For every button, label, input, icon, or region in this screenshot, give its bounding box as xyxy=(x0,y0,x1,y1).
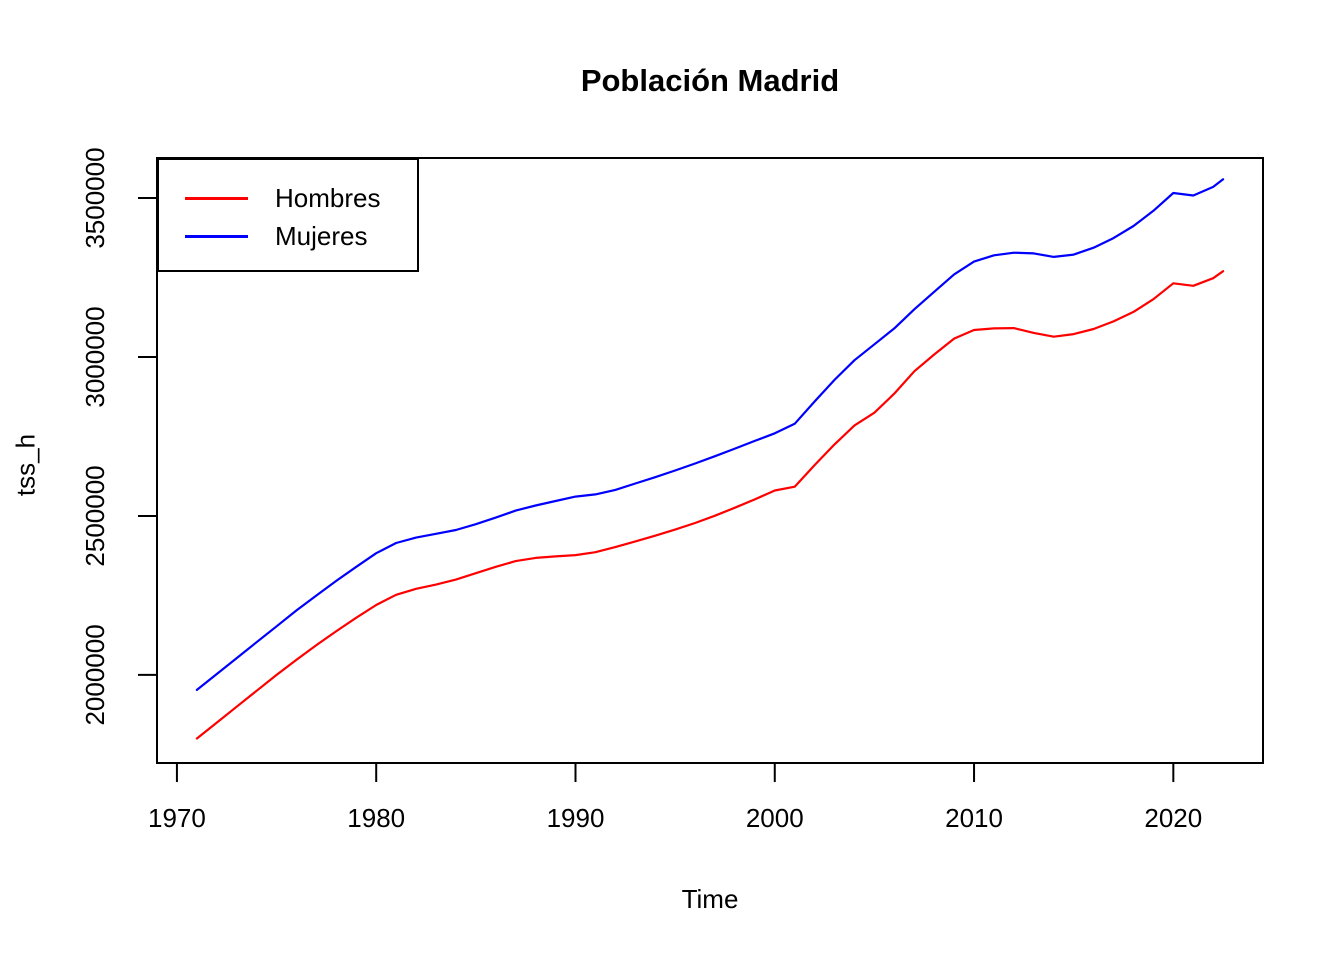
x-tick-label: 2020 xyxy=(1144,803,1202,833)
legend-label-hombres: Hombres xyxy=(275,183,381,213)
hombres-line xyxy=(195,270,1225,740)
legend-label-mujeres: Mujeres xyxy=(275,221,368,251)
x-axis-label: Time xyxy=(681,884,739,914)
plot-box xyxy=(156,157,1264,764)
x-tick-label: 1970 xyxy=(148,803,206,833)
x-tick-label: 2000 xyxy=(746,803,804,833)
legend-line-hombres xyxy=(185,197,248,200)
legend-box: Hombres Mujeres xyxy=(157,158,419,272)
mujeres-line xyxy=(195,178,1225,692)
chart-title: Población Madrid xyxy=(580,63,840,98)
y-tick-label: 2500000 xyxy=(80,465,110,566)
y-axis-label: tss_h xyxy=(10,433,41,497)
legend-line-mujeres xyxy=(185,235,248,238)
x-tick-label: 1990 xyxy=(547,803,605,833)
y-tick-label: 3500000 xyxy=(80,147,110,248)
x-tick-label: 2010 xyxy=(945,803,1003,833)
y-tick-label: 2000000 xyxy=(80,624,110,725)
y-tick-label: 3000000 xyxy=(80,306,110,407)
x-tick-label: 1980 xyxy=(347,803,405,833)
